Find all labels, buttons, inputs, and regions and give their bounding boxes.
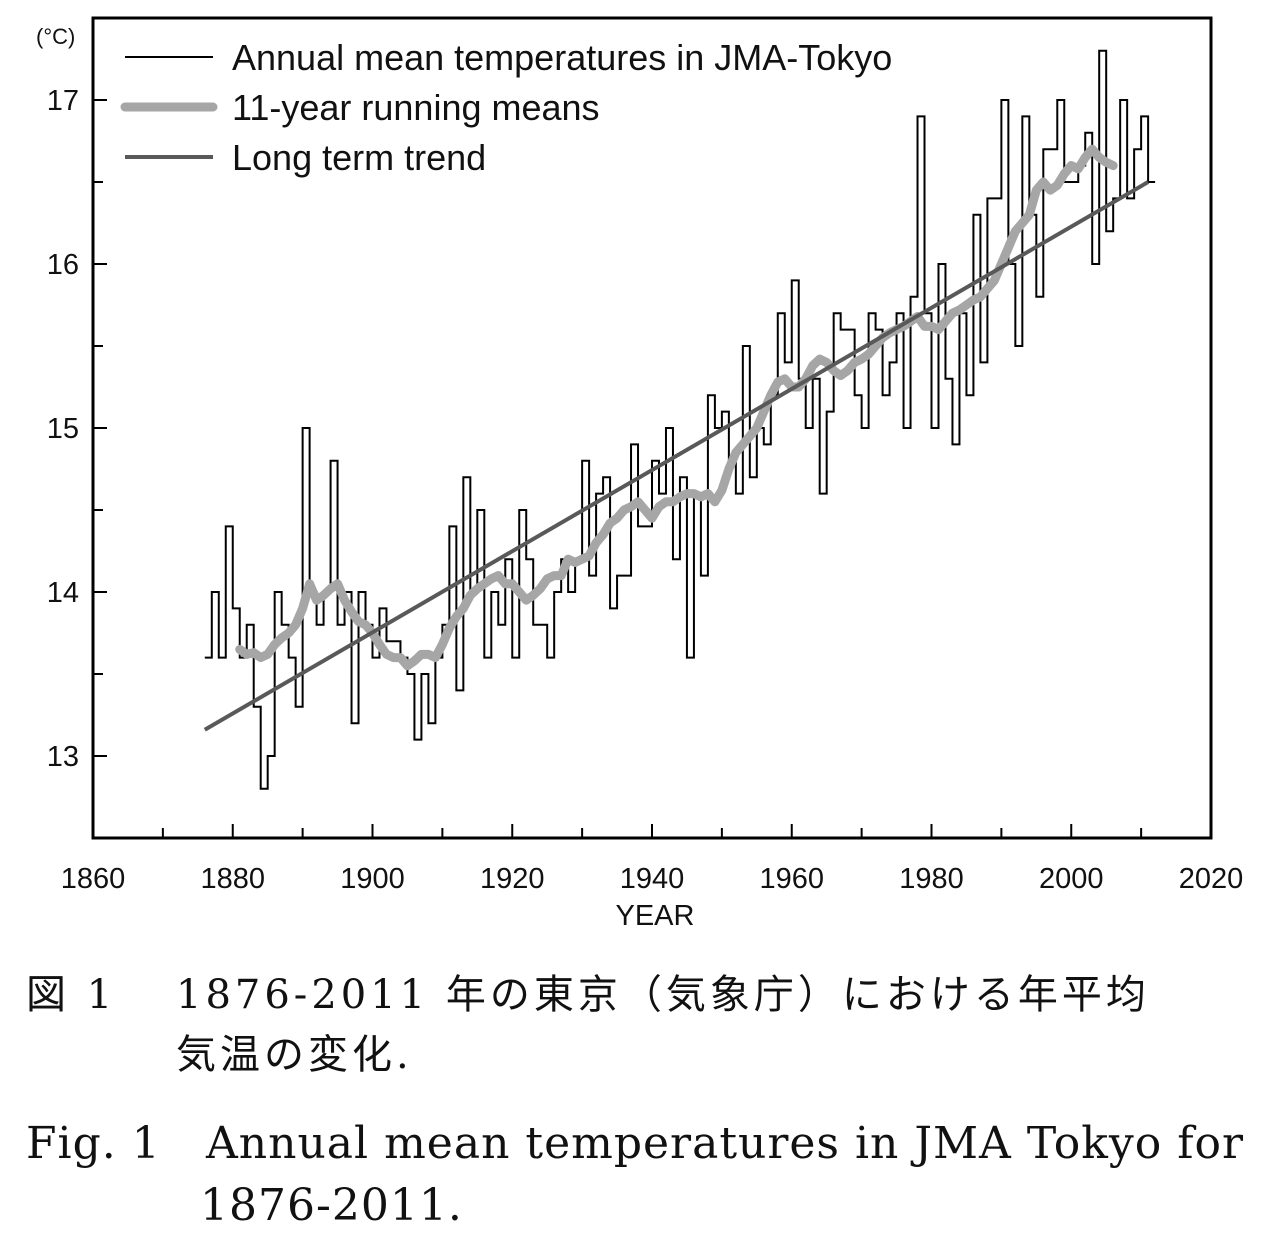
caption-jp-number: 図 1 (26, 972, 117, 1018)
series-layer (203, 49, 1156, 790)
legend-trend-label: Long term trend (232, 137, 486, 178)
x-tick-label: 1960 (759, 863, 824, 895)
x-tick-label: 1860 (61, 863, 126, 895)
caption-jp: 図 1 1876-2011 年の東京（気象庁）における年平均 (26, 962, 1150, 1020)
temperature-chart: 1860 1880 1900 1920 1940 1960 1980 2000 2020 13 14… (36, 16, 1244, 932)
caption-jp-line2: 気温の変化. (176, 1032, 413, 1078)
x-axis-title: YEAR (616, 900, 695, 932)
legend-annual-mean-label: Annual mean temperatures in JMA-Tokyo (232, 37, 892, 78)
legend-running-mean-label: 11-year running means (232, 87, 600, 128)
x-tick-label: 1880 (200, 863, 265, 895)
running-mean-line (235, 144, 1118, 671)
caption-en-line1: Annual mean temperatures in JMA Tokyo fo… (206, 1118, 1245, 1169)
caption-jp-line1: 1876-2011 年の東京（気象庁）における年平均 (176, 972, 1150, 1018)
caption-en-cont: 1876-2011. (200, 1180, 463, 1231)
x-tick-label: 2020 (1179, 863, 1244, 895)
y-tick-label: 13 (47, 741, 79, 773)
caption-en-line2: 1876-2011. (200, 1180, 463, 1231)
trend-line (203, 180, 1150, 732)
y-tick-label: 16 (47, 249, 79, 281)
caption-jp-cont: 気温の変化. (176, 1022, 413, 1080)
y-tick-label: 14 (47, 577, 79, 609)
y-axis-unit: (°C) (36, 24, 75, 49)
x-tick-label: 1940 (620, 863, 685, 895)
y-tick-label: 17 (47, 85, 79, 117)
caption-en: Fig. 1 Annual mean temperatures in JMA To… (26, 1118, 1244, 1169)
x-tick-label: 1900 (340, 863, 405, 895)
legend: Annual mean temperatures in JMA-Tokyo 11-… (120, 37, 892, 178)
y-tick-label: 15 (47, 413, 79, 445)
caption-en-number: Fig. 1 (26, 1118, 161, 1169)
x-tick-label: 1920 (480, 863, 545, 895)
x-tick-label: 2000 (1039, 863, 1104, 895)
axis-ticks: 1860 1880 1900 1920 1940 1960 1980 2000 2020 13 14… (47, 85, 1244, 895)
x-tick-label: 1980 (899, 863, 964, 895)
